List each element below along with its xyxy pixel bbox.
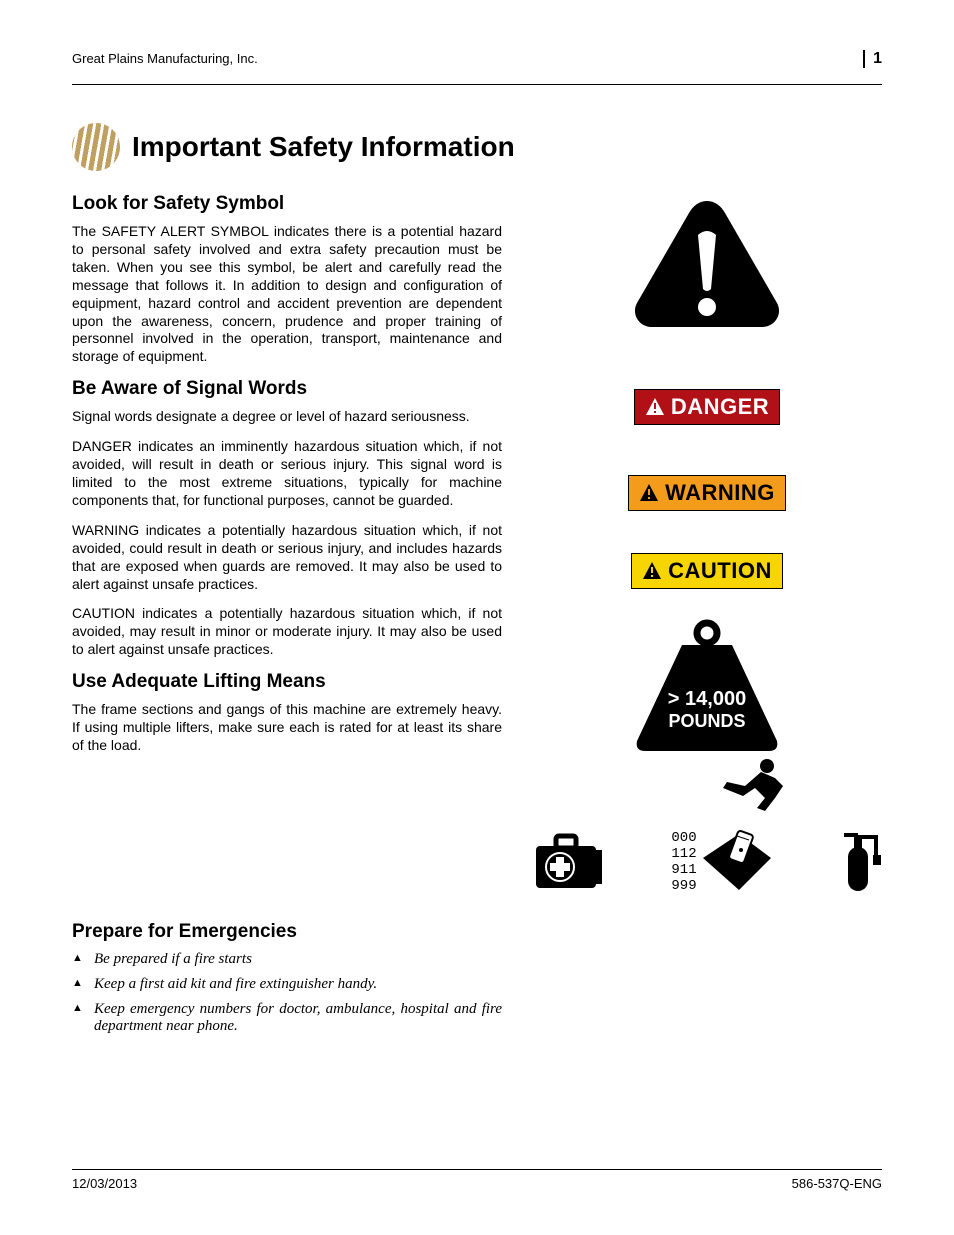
brand-logo-icon (72, 123, 120, 171)
heading-look: Look for Safety Symbol (72, 193, 502, 215)
heading-signal: Be Aware of Signal Words (72, 378, 502, 400)
weight-graphic: > 14,000 POUNDS (627, 619, 787, 811)
caution-text: CAUTION (668, 558, 772, 584)
warning-text: WARNING (665, 480, 775, 506)
heavy-weight-icon: > 14,000 POUNDS (627, 619, 787, 759)
company-name: Great Plains Manufacturing, Inc. (72, 51, 258, 66)
warning-label: WARNING (628, 475, 786, 511)
phone-graphic: 000 112 911 999 (671, 830, 770, 894)
first-aid-kit-icon (532, 832, 604, 892)
caution-label: CAUTION (631, 553, 783, 589)
phone-icon (701, 830, 771, 892)
footer-docnum: 586-537Q-ENG (792, 1176, 882, 1191)
danger-text: DANGER (671, 394, 769, 420)
page-number: 1 (863, 50, 882, 68)
list-item: Keep emergency numbers for doctor, ambul… (72, 1001, 502, 1035)
fire-extinguisher-icon (838, 829, 882, 895)
alert-triangle-icon (642, 561, 662, 581)
alert-triangle-icon (645, 397, 665, 417)
header-rule (72, 84, 882, 85)
safety-alert-icon (632, 199, 782, 329)
emergency-numbers: 000 112 911 999 (671, 830, 696, 894)
page-footer: 12/03/2013 586-537Q-ENG (72, 1169, 882, 1191)
body-look: The SAFETY ALERT SYMBOL indicates there … (72, 223, 502, 366)
phone-num: 000 (671, 830, 696, 846)
emergency-list: Be prepared if a fire starts Keep a firs… (72, 951, 502, 1035)
body-lifting: The frame sections and gangs of this mac… (72, 701, 502, 755)
text-column: Look for Safety Symbol The SAFETY ALERT … (72, 189, 502, 1043)
graphics-column: DANGER WARNING CAUTION (532, 189, 882, 1043)
page-header: Great Plains Manufacturing, Inc. 1 (72, 50, 882, 78)
list-item: Keep a first aid kit and fire extinguish… (72, 976, 502, 993)
body-signal-2: DANGER indicates an imminently hazardous… (72, 438, 502, 510)
body-signal-1: Signal words designate a degree or level… (72, 408, 502, 426)
body-signal-4: CAUTION indicates a potentially hazardou… (72, 605, 502, 659)
content-area: Look for Safety Symbol The SAFETY ALERT … (72, 189, 882, 1043)
footer-rule (72, 1169, 882, 1170)
body-signal-3: WARNING indicates a potentially hazardou… (72, 522, 502, 594)
phone-num: 999 (671, 878, 696, 894)
phone-num: 911 (671, 862, 696, 878)
svg-text:> 14,000: > 14,000 (668, 688, 746, 710)
list-item: Be prepared if a fire starts (72, 951, 502, 968)
alert-triangle-icon (639, 483, 659, 503)
title-row: Important Safety Information (72, 123, 882, 171)
emergency-icons-row: 000 112 911 999 (532, 829, 882, 895)
falling-person-icon (717, 756, 787, 811)
danger-label: DANGER (634, 389, 780, 425)
heading-lifting: Use Adequate Lifting Means (72, 671, 502, 693)
phone-num: 112 (671, 846, 696, 862)
svg-text:POUNDS: POUNDS (668, 711, 745, 731)
heading-emerg: Prepare for Emergencies (72, 921, 502, 943)
footer-date: 12/03/2013 (72, 1176, 137, 1191)
page-title: Important Safety Information (132, 131, 515, 163)
